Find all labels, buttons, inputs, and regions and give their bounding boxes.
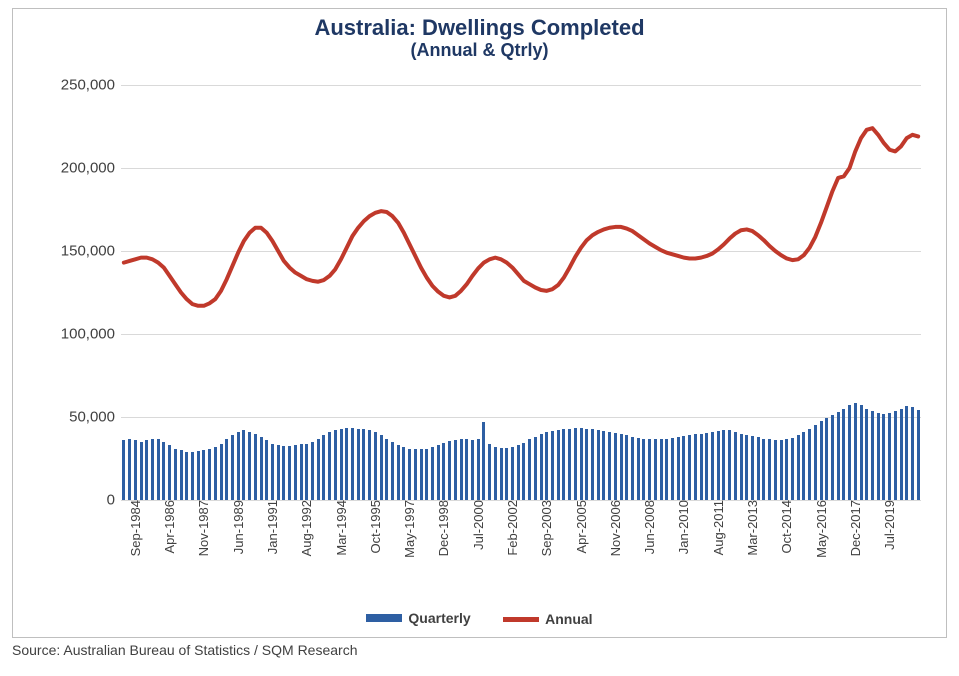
x-tick-label: Nov-2006 (604, 500, 623, 556)
x-tick-label: May-1997 (398, 500, 417, 558)
y-tick-label: 50,000 (69, 409, 121, 426)
legend-item-annual: Annual (503, 611, 592, 627)
x-tick-label: Sep-1984 (124, 500, 143, 556)
line-layer (121, 85, 921, 500)
chart-title: Australia: Dwellings Completed (Annual &… (13, 15, 946, 61)
legend-label-quarterly: Quarterly (408, 610, 470, 626)
y-tick-label: 250,000 (61, 77, 121, 94)
x-tick-label: Jun-2008 (638, 500, 657, 554)
x-tick-label: Apr-1986 (158, 500, 177, 553)
x-tick-label: Jul-2019 (878, 500, 897, 550)
x-tick-label: Jan-1991 (261, 500, 280, 554)
y-tick-label: 150,000 (61, 243, 121, 260)
x-tick-label: Sep-2003 (535, 500, 554, 556)
x-tick-label: Oct-1995 (364, 500, 383, 553)
x-tick-label: May-2016 (810, 500, 829, 558)
plot-area: 050,000100,000150,000200,000250,000Sep-1… (121, 85, 921, 500)
x-tick-label: Feb-2002 (501, 500, 520, 556)
x-tick-label: Dec-2017 (844, 500, 863, 556)
x-tick-label: Jul-2000 (467, 500, 486, 550)
x-tick-label: Apr-2005 (570, 500, 589, 553)
legend-swatch-quarterly (366, 614, 402, 622)
legend: Quarterly Annual (13, 609, 946, 628)
x-tick-label: Oct-2014 (775, 500, 794, 553)
x-tick-label: Mar-2013 (741, 500, 760, 556)
legend-item-quarterly: Quarterly (366, 610, 470, 626)
chart-title-line1: Australia: Dwellings Completed (13, 15, 946, 40)
y-tick-label: 200,000 (61, 160, 121, 177)
x-tick-label: Jan-2010 (672, 500, 691, 554)
y-tick-label: 0 (107, 492, 121, 509)
x-tick-label: Aug-2011 (707, 500, 726, 555)
x-tick-label: Mar-1994 (330, 500, 349, 556)
chart-frame: Australia: Dwellings Completed (Annual &… (12, 8, 947, 638)
x-tick-label: Aug-1992 (295, 500, 314, 556)
x-tick-label: Jun-1989 (227, 500, 246, 554)
y-tick-label: 100,000 (61, 326, 121, 343)
source-note: Source: Australian Bureau of Statistics … (12, 642, 358, 658)
chart-page: Australia: Dwellings Completed (Annual &… (0, 0, 959, 676)
legend-swatch-annual (503, 617, 539, 622)
legend-label-annual: Annual (545, 611, 592, 627)
x-tick-label: Nov-1987 (192, 500, 211, 556)
chart-title-line2: (Annual & Qtrly) (13, 40, 946, 61)
x-tick-label: Dec-1998 (432, 500, 451, 556)
line-annual (124, 128, 918, 306)
